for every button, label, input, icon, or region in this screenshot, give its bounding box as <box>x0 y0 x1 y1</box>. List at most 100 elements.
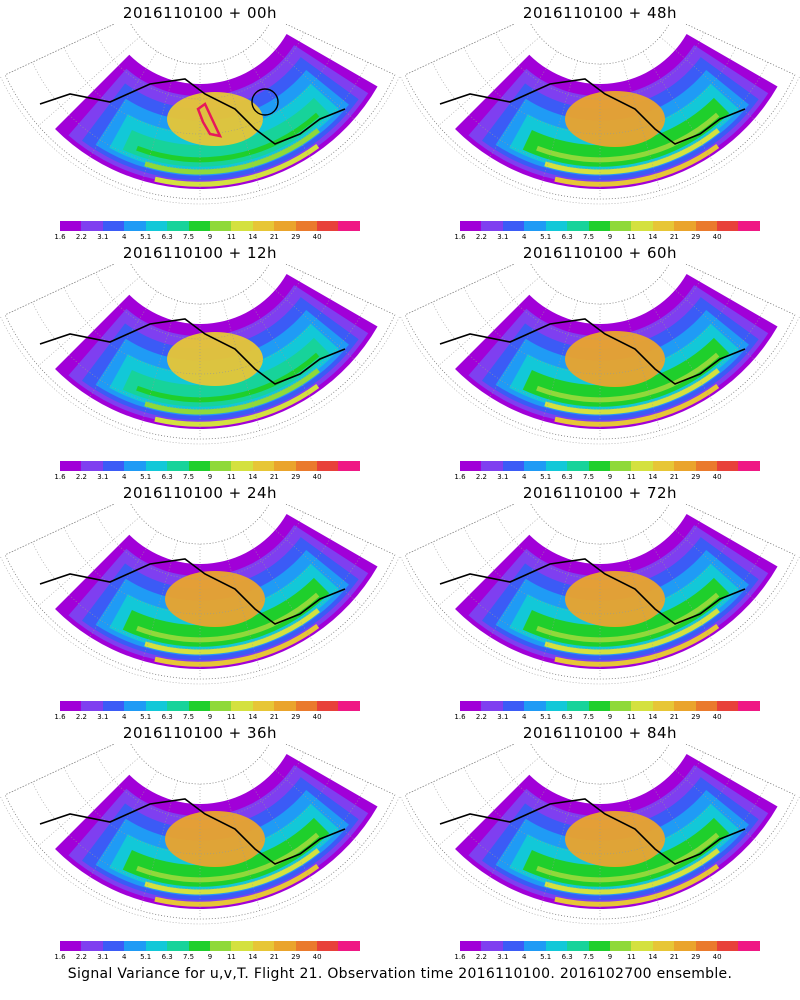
colorbar-tick-label: 29 <box>691 233 701 241</box>
panel-84h: 2016110100 + 84h 1.6 2.2 3.1 4 5.1 6.3 7.5 9 11 1… <box>400 720 800 965</box>
colorbar-tick-label: 9 <box>207 233 213 241</box>
colorbar-tick-label: 6.3 <box>561 233 573 241</box>
colorbar-swatch <box>124 221 146 231</box>
colorbar-swatch <box>295 701 318 711</box>
contour-band <box>144 368 320 415</box>
colorbar-tick-label: 7.5 <box>582 473 595 481</box>
contour-band <box>136 592 320 643</box>
contour-band <box>522 337 730 407</box>
contour-band <box>154 864 320 907</box>
colorbar-tick-label: 6.3 <box>561 473 573 481</box>
colorbar-tick-label: 40 <box>312 713 322 721</box>
colorbar-swatch <box>481 941 503 951</box>
colorbar-swatch <box>274 461 296 471</box>
colorbar-tick-label: 4 <box>122 713 127 721</box>
colorbar-labels: 1.6 2.2 3.1 4 5.1 6.3 7.5 9 11 14 21 29 40 <box>454 233 760 243</box>
colorbar-tick-label: 9 <box>207 953 213 961</box>
colorbar-tick-label: 14 <box>648 713 658 721</box>
map-boundary <box>404 24 796 200</box>
graticule-line <box>0 796 400 925</box>
contour-band <box>136 112 320 163</box>
colorbar-tick-label: 4 <box>122 953 127 961</box>
colorbar-swatch <box>145 941 168 951</box>
colorbar-tick-label: 2.2 <box>75 953 87 961</box>
colorbar-tick-label: 5.1 <box>540 953 552 961</box>
graticule-line <box>5 264 115 316</box>
map-plot <box>0 24 400 205</box>
colorbar-swatch <box>167 941 189 951</box>
contour-band <box>544 848 720 895</box>
colorbar-tick-label: 9 <box>607 713 613 721</box>
map-boundary <box>4 24 396 200</box>
colorbar <box>60 701 360 711</box>
colorbar-swatch <box>481 461 503 471</box>
graticule-line <box>405 24 515 76</box>
colorbar-tick-label: 14 <box>248 953 258 961</box>
colorbar-tick-label: 21 <box>269 953 279 961</box>
max-variance-region <box>165 811 265 867</box>
colorbar-swatch <box>609 461 632 471</box>
colorbar-swatch <box>252 941 275 951</box>
colorbar-swatch <box>460 701 482 711</box>
colorbar-swatch <box>631 941 653 951</box>
contour-band <box>544 608 720 655</box>
colorbar <box>60 221 360 231</box>
colorbar-tick-label: 2.2 <box>75 233 87 241</box>
colorbar-swatch <box>695 941 718 951</box>
coastline <box>439 318 746 385</box>
flight-track <box>196 102 223 138</box>
colorbar-swatch <box>717 941 739 951</box>
colorbar-labels: 1.6 2.2 3.1 4 5.1 6.3 7.5 9 11 14 21 29 40 <box>454 953 760 963</box>
colorbar-swatch <box>502 701 525 711</box>
colorbar-tick-label: 2.2 <box>75 473 87 481</box>
colorbar-swatch <box>631 461 653 471</box>
colorbar-tick-label: 14 <box>648 233 658 241</box>
colorbar-swatch <box>81 461 103 471</box>
colorbar-swatch <box>81 701 103 711</box>
colorbar-tick-label: 29 <box>691 473 701 481</box>
colorbar-tick-label: 1.6 <box>54 233 66 241</box>
colorbar-tick-label: 21 <box>669 233 679 241</box>
colorbar-tick-label: 6.3 <box>161 473 173 481</box>
colorbar-tick-label: 1.6 <box>454 473 466 481</box>
contour-band <box>554 384 720 427</box>
colorbar-swatch <box>609 701 632 711</box>
colorbar-swatch <box>502 221 525 231</box>
colorbar-tick-label: 40 <box>712 233 722 241</box>
graticule-line <box>400 556 800 685</box>
colorbar <box>460 941 760 951</box>
colorbar-tick-label: 3.1 <box>97 233 109 241</box>
colorbar-swatch <box>652 701 675 711</box>
contour-band <box>522 97 730 167</box>
map-boundary <box>4 504 396 680</box>
colorbar-tick-label: 2.2 <box>475 713 487 721</box>
contour-band <box>544 128 720 175</box>
colorbar-swatch <box>545 221 568 231</box>
colorbar-tick-label: 7.5 <box>182 233 195 241</box>
contour-band <box>144 128 320 175</box>
max-variance-region <box>167 92 263 146</box>
colorbar-swatch <box>209 941 232 951</box>
colorbar-tick-label: 1.6 <box>54 473 66 481</box>
max-variance-region <box>565 811 665 867</box>
colorbar-swatch <box>124 701 146 711</box>
colorbar-tick-label: 5.1 <box>140 233 152 241</box>
colorbar-swatch <box>60 941 82 951</box>
contour-band <box>144 608 320 655</box>
colorbar-tick-label: 5.1 <box>140 473 152 481</box>
colorbar-tick-label: 3.1 <box>497 473 509 481</box>
colorbar-swatch <box>145 221 168 231</box>
colorbar-tick-label: 40 <box>312 473 322 481</box>
colorbar-tick-label: 40 <box>712 713 722 721</box>
colorbar-swatch <box>338 941 360 951</box>
colorbar-tick-label: 29 <box>691 953 701 961</box>
colorbar-swatch <box>102 461 125 471</box>
colorbar-tick-label: 29 <box>291 953 301 961</box>
colorbar-tick-label: 3.1 <box>97 713 109 721</box>
graticule-line <box>400 796 800 925</box>
colorbar-tick-label: 7.5 <box>182 953 195 961</box>
graticule-line <box>400 316 800 445</box>
contour-band <box>536 112 720 163</box>
colorbar-swatch <box>502 941 525 951</box>
target-circle <box>251 88 279 116</box>
